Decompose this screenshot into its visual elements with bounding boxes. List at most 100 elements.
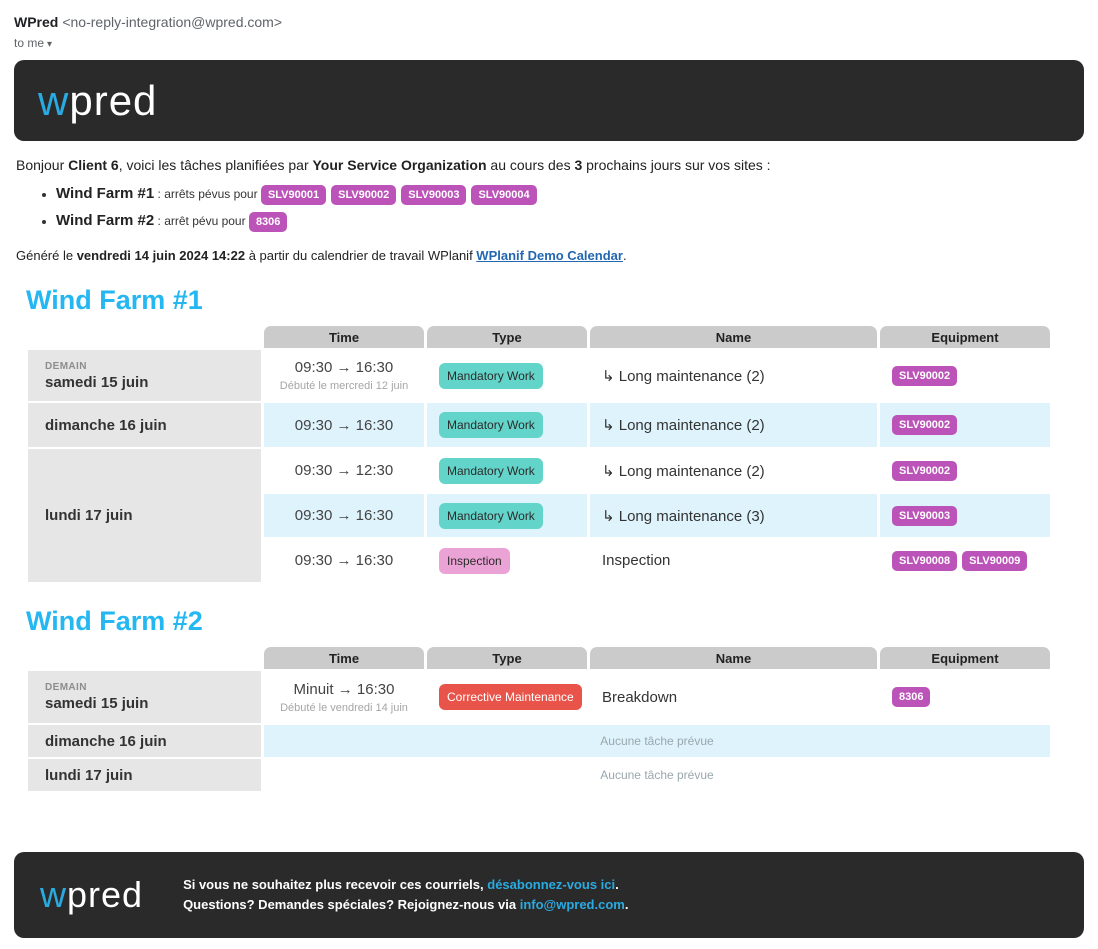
summary-text: : arrêt pévu pour — [154, 214, 249, 229]
unsubscribe-text: Si vous ne souhaitez plus recevoir ces c… — [183, 877, 488, 892]
client-name: Client 6 — [68, 157, 119, 173]
type-badge: Mandatory Work — [439, 457, 543, 484]
task-name: Breakdown — [602, 688, 678, 706]
equipment-badge: SLV90002 — [892, 365, 958, 386]
column-header-time: Time — [264, 647, 424, 669]
equipment-cell: 8306 — [880, 671, 1050, 723]
time-cell: 09:30 → 16:30 — [264, 403, 424, 447]
logo-pred: pred — [69, 76, 158, 124]
table-row: 09:30 → 16:30 Inspection Inspection SLV9… — [28, 539, 1050, 582]
intro-prefix: Bonjour — [16, 157, 69, 173]
table-row: dimanche 16 juin Aucune tâche prévue — [28, 725, 1050, 757]
task-name: ↳ Long maintenance (2) — [590, 403, 877, 447]
contact-email-link[interactable]: info@wpred.com — [519, 897, 625, 912]
time-note: Débuté le mercredi 12 juin — [279, 380, 409, 392]
day-date: samedi 15 juin — [45, 695, 149, 712]
email-footer: wpred Si vous ne souhaitez plus recevoir… — [14, 852, 1084, 938]
table-header-row: Time Type Name Equipment — [28, 326, 1050, 348]
type-badge: Mandatory Work — [439, 502, 543, 529]
contact-period: . — [624, 897, 629, 912]
date-cell: DEMAIN samedi 15 juin — [28, 350, 261, 401]
generated-line: Généré le vendredi 14 juin 2024 14:22 à … — [16, 248, 1084, 263]
equipment-badge: SLV90003 — [892, 505, 958, 526]
equipment-cell: SLV90003 — [880, 494, 1050, 537]
logo-pred: pred — [67, 874, 144, 915]
type-badge: Inspection — [439, 547, 510, 574]
sender-address: <no-reply-integration@wpred.com> — [62, 14, 282, 30]
equipment-cell: SLV90002 — [880, 350, 1050, 401]
logo-w: w — [38, 76, 70, 124]
wpred-logo: wpred — [38, 76, 158, 124]
brand-banner: wpred — [14, 60, 1084, 141]
tomorrow-tag: DEMAIN — [45, 682, 87, 693]
time-range: 09:30 → 16:30 — [294, 507, 394, 524]
footer-text: Si vous ne souhaitez plus recevoir ces c… — [183, 875, 628, 915]
table-row: 09:30 → 16:30 Mandatory Work ↳ Long main… — [28, 494, 1050, 537]
equipment-badge: SLV90001 — [260, 185, 327, 205]
task-name: ↳ Long maintenance (2) — [602, 462, 765, 480]
summary-text: : arrêts pévus pour — [154, 187, 261, 202]
column-header-name: Name — [590, 647, 877, 669]
type-badge: Mandatory Work — [439, 412, 543, 438]
no-task-cell: Aucune tâche prévue — [600, 768, 714, 782]
day-date: lundi 17 juin — [45, 766, 133, 784]
calendar-link[interactable]: WPlanif Demo Calendar — [476, 248, 623, 263]
column-header-type: Type — [427, 326, 587, 348]
day-date: dimanche 16 juin — [45, 416, 167, 434]
task-name: ↳ Long maintenance (3) — [590, 494, 877, 537]
date-cell: DEMAIN samedi 15 juin — [28, 671, 261, 723]
time-cell: 09:30 → 16:30 Débuté le mercredi 12 juin — [264, 350, 424, 401]
tomorrow-tag: DEMAIN — [45, 360, 87, 372]
mail-header: WPred <no-reply-integration@wpred.com> to… — [14, 14, 1084, 50]
type-cell: Mandatory Work — [427, 449, 587, 492]
day-date: samedi 15 juin — [45, 373, 149, 391]
table-row: DEMAIN samedi 15 juin Minuit → 16:30 Déb… — [28, 671, 1050, 723]
type-cell: Mandatory Work — [427, 350, 587, 401]
generated-datetime: vendredi 14 juin 2024 14:22 — [76, 248, 246, 263]
column-header-equipment: Equipment — [880, 647, 1050, 669]
time-range: 09:30 → 12:30 — [294, 462, 394, 479]
site-name: Wind Farm #1 — [56, 185, 155, 203]
time-cell: 09:30 → 16:30 — [264, 494, 424, 537]
wind-farm-1-table: Time Type Name Equipment DEMAIN samedi 1… — [25, 324, 1053, 584]
task-name: Inspection — [602, 552, 671, 569]
time-cell: Minuit → 16:30 Débuté le vendredi 14 jui… — [264, 671, 424, 723]
chevron-down-icon[interactable]: ▾ — [47, 39, 53, 50]
column-header-type: Type — [427, 647, 587, 669]
table-header-row: Time Type Name Equipment — [28, 647, 1050, 669]
type-cell: Mandatory Work — [427, 403, 587, 447]
unsubscribe-link[interactable]: désabonnez-vous ici — [487, 877, 616, 892]
equipment-badge: 8306 — [248, 212, 288, 232]
generated-prefix: Généré le — [16, 248, 77, 263]
equipment-badge: SLV90002 — [331, 185, 397, 205]
time-range: 09:30 → 16:30 — [294, 416, 394, 434]
time-range: Minuit → 16:30 — [293, 680, 395, 698]
recipient-row[interactable]: to me ▾ — [14, 36, 1084, 50]
contact-text: Questions? Demandes spéciales? Rejoignez… — [183, 897, 520, 912]
equipment-badge: SLV90004 — [471, 185, 537, 205]
table-row: lundi 17 juin Aucune tâche prévue — [28, 759, 1050, 791]
corner-cell — [28, 647, 261, 669]
organization-name: Your Service Organization — [312, 157, 487, 173]
type-badge: Corrective Maintenance — [439, 684, 582, 710]
time-cell: 09:30 → 12:30 — [264, 449, 424, 492]
list-item: Wind Farm #1 : arrêts pévus pour SLV9000… — [56, 185, 1084, 205]
page-title: Wind Farm #1 — [26, 285, 203, 315]
generated-suffix: . — [622, 248, 627, 263]
generated-mid: à partir du calendrier de travail WPlani… — [245, 248, 477, 263]
equipment-badge: SLV90002 — [892, 415, 958, 435]
time-range: 09:30 → 16:30 — [294, 552, 394, 569]
corner-cell — [28, 326, 261, 348]
wind-farm-2-table: Time Type Name Equipment DEMAIN samedi 1… — [25, 645, 1053, 793]
logo-w: w — [40, 874, 67, 915]
date-cell: lundi 17 juin — [28, 759, 261, 791]
date-cell: dimanche 16 juin — [28, 403, 261, 447]
equipment-badge: SLV90009 — [962, 550, 1028, 571]
intro-suffix: prochains jours sur vos sites : — [582, 157, 771, 173]
intro-paragraph: Bonjour Client 6, voici les tâches plani… — [16, 157, 1084, 173]
table-row: dimanche 16 juin 09:30 → 16:30 Mandatory… — [28, 403, 1050, 447]
days-count: 3 — [574, 157, 583, 173]
equipment-badge: 8306 — [892, 687, 931, 707]
table-row: DEMAIN samedi 15 juin 09:30 → 16:30 Débu… — [28, 350, 1050, 401]
equipment-cell: SLV90002 — [880, 403, 1050, 447]
